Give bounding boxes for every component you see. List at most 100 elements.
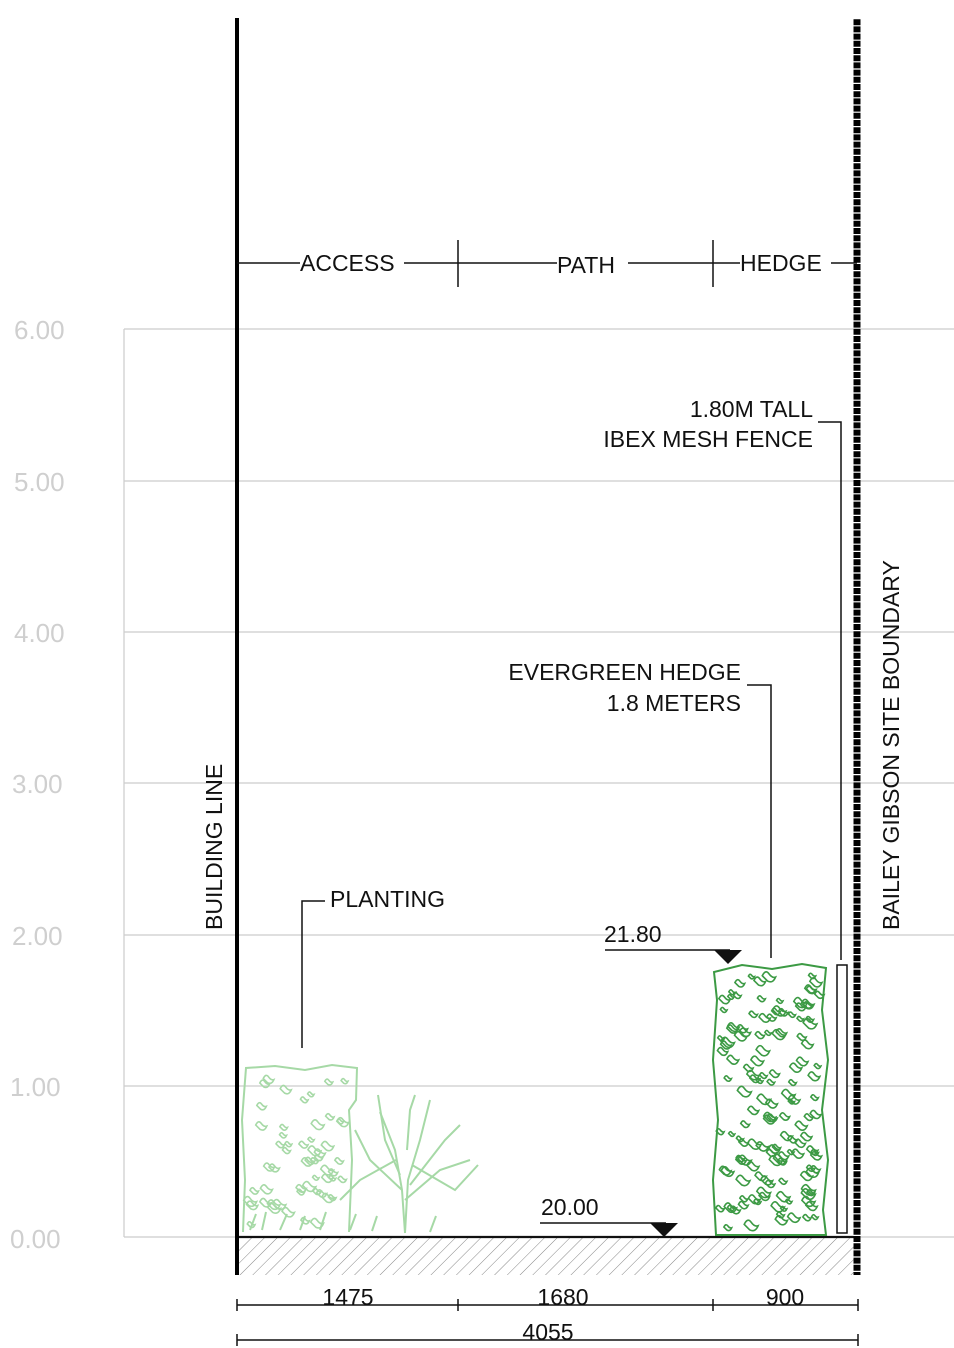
foliage-mark <box>737 1138 750 1147</box>
mesh-fence <box>836 964 848 1234</box>
foliage-mark <box>313 1148 327 1158</box>
fence-callout: 1.80M TALL IBEX MESH FENCE <box>603 396 842 960</box>
foliage-mark <box>258 1197 273 1208</box>
foliage-mark <box>271 1198 288 1211</box>
foliage-mark <box>792 996 809 1009</box>
foliage-mark <box>720 1166 736 1178</box>
foliage-mark <box>787 1094 802 1105</box>
foliage-mark <box>304 1156 317 1166</box>
spot-level-hedge-top: 21.80 <box>604 921 742 964</box>
fence-label-line2: IBEX MESH FENCE <box>603 426 813 452</box>
foliage-mark <box>327 1168 340 1177</box>
foliage-mark <box>771 1005 788 1017</box>
dimension-total: 4055 <box>236 1319 859 1346</box>
site-boundary-label: BAILEY GIBSON SITE BOUNDARY <box>878 560 904 930</box>
foliage-mark <box>296 1188 306 1196</box>
foliage-mark <box>763 1029 773 1037</box>
foliage-mark <box>738 1195 750 1203</box>
foliage-mark <box>766 1078 777 1086</box>
foliage-mark <box>283 1140 294 1148</box>
evergreen-hedge <box>711 962 830 1236</box>
foliage-mark <box>747 973 756 980</box>
level-tick: 6.00 <box>14 315 65 345</box>
foliage-mark <box>799 1131 814 1142</box>
foliage-mark <box>745 1069 761 1081</box>
foliage-mark <box>736 1085 753 1098</box>
foliage-mark <box>737 1154 753 1166</box>
foliage-mark <box>806 1189 816 1197</box>
foliage-mark <box>778 1177 789 1186</box>
foliage-mark <box>738 1027 753 1038</box>
foliage-mark <box>759 1175 775 1186</box>
foliage-mark <box>790 1148 806 1159</box>
foliage-mark <box>775 1027 789 1038</box>
foliage-mark <box>299 1216 311 1225</box>
foliage-mark <box>719 1006 729 1014</box>
foliage-mark <box>335 1116 351 1128</box>
foliage-mark <box>333 1156 345 1165</box>
zone-label-hedge: HEDGE <box>740 250 822 276</box>
foliage-mark <box>794 1120 809 1131</box>
foliage-mark <box>795 1056 810 1067</box>
foliage-mark <box>319 1164 335 1176</box>
foliage-mark <box>746 1105 761 1116</box>
level-grid <box>123 328 954 1238</box>
foliage-mark <box>310 1119 326 1131</box>
foliage-mark <box>323 1078 335 1086</box>
foliage-mark <box>315 1188 329 1199</box>
zone-strip: ACCESS PATH HEDGE <box>237 240 857 287</box>
foliage-mark <box>716 1046 730 1057</box>
foliage-mark <box>297 1140 310 1149</box>
foliage-mark <box>279 1084 293 1095</box>
foliage-mark <box>714 1204 726 1213</box>
foliage-mark <box>735 1174 752 1187</box>
foliage-mark <box>808 977 824 988</box>
foliage-mark <box>309 1156 320 1165</box>
foliage-mark <box>756 995 767 1003</box>
foliage-mark <box>754 1030 766 1040</box>
foliage-mark <box>306 1136 316 1143</box>
level-tick: 2.00 <box>12 921 63 951</box>
foliage-mark <box>800 998 816 1010</box>
ground-slab <box>238 1235 858 1275</box>
spot-level-ground: 20.00 <box>540 1194 678 1237</box>
foliage-mark <box>765 1148 778 1158</box>
foliage-mark <box>764 1179 777 1189</box>
foliage-mark <box>737 1200 750 1210</box>
foliage-mark <box>804 1201 819 1212</box>
foliage-mark <box>733 978 747 988</box>
foliage-mark <box>301 1180 318 1193</box>
foliage-mark <box>735 1154 746 1163</box>
planting-callout: PLANTING <box>301 886 445 1048</box>
zone-label-path: PATH <box>557 252 615 278</box>
foliage-mark <box>807 972 818 980</box>
foliage-mark <box>748 1074 762 1084</box>
foliage-mark <box>809 1109 823 1120</box>
foliage-mark <box>309 1217 325 1229</box>
planting-shrubs <box>240 1063 479 1234</box>
foliage-mark <box>245 1200 260 1211</box>
foliage-mark <box>300 1156 315 1167</box>
foliage-mark <box>340 1077 350 1085</box>
foliage-mark <box>809 1093 820 1102</box>
foliage-mark <box>278 1123 289 1131</box>
foliage-mark <box>805 1167 820 1179</box>
foliage-mark <box>717 994 732 1005</box>
foliage-mark <box>813 1062 823 1070</box>
foliage-mark <box>756 1093 773 1106</box>
foliage-mark <box>727 1130 737 1138</box>
foliage-mark <box>809 1151 824 1161</box>
foliage-mark <box>242 1195 259 1208</box>
foliage-mark <box>775 1190 792 1203</box>
foliage-mark <box>755 1186 772 1199</box>
foliage-mark <box>262 1162 276 1172</box>
fence-label-line1: 1.80M TALL <box>690 396 813 422</box>
foliage-mark <box>752 976 767 987</box>
foliage-mark <box>278 1131 288 1139</box>
foliage-mark <box>755 1141 770 1152</box>
foliage-mark <box>725 1024 740 1034</box>
foliage-mark <box>266 1199 282 1211</box>
foliage-mark <box>758 1191 771 1202</box>
level-tick: 0.00 <box>10 1224 61 1254</box>
foliage-mark <box>805 1164 817 1173</box>
